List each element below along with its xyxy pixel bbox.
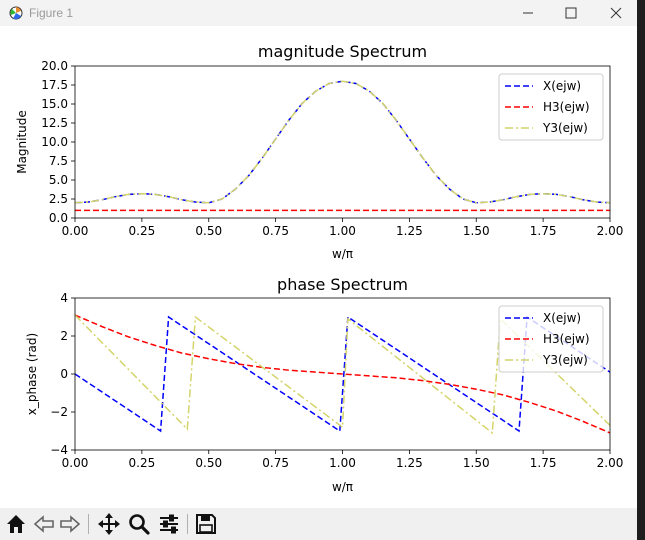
chart-1: magnitude Spectrum 0.00 0.25 0.50 0.75 1.00 1.… (15, 42, 623, 261)
navigation-toolbar (0, 508, 637, 540)
x-tick-label: 0.25 (129, 456, 156, 470)
series-line-3 (74, 80, 611, 204)
window-title: Figure 1 (29, 6, 74, 20)
back-button[interactable] (32, 512, 56, 536)
y-tick-label: 0.0 (49, 211, 68, 225)
x-tick-label: 0.00 (62, 456, 89, 470)
app-icon (9, 6, 23, 20)
pan-button[interactable] (97, 512, 121, 536)
y-tick-label: 20.0 (41, 59, 68, 73)
zoom-icon (129, 514, 150, 535)
forward-icon (60, 515, 81, 533)
chart-title: magnitude Spectrum (258, 42, 427, 61)
y-tick-label: 7.5 (49, 154, 68, 168)
series-line-2 (74, 314, 611, 434)
y-tick-label: 4 (60, 291, 68, 305)
x-tick-label: 0.50 (195, 224, 222, 238)
pan-icon (98, 513, 120, 535)
save-icon (196, 514, 216, 534)
y-tick-label: 10.0 (41, 135, 68, 149)
x-tick-label: 2.00 (597, 224, 624, 238)
y-tick-label: −2 (50, 405, 68, 419)
x-tick-label: 1.00 (329, 456, 356, 470)
x-tick-label: 1.50 (463, 224, 490, 238)
x-tick-label: 0.50 (195, 456, 222, 470)
y-tick-label: 2.5 (49, 192, 68, 206)
x-tick-label: 0.00 (62, 224, 89, 238)
legend-box (498, 73, 604, 141)
x-tick-label: 0.75 (262, 224, 289, 238)
series-line-1 (74, 80, 611, 204)
y-tick-label: 0 (60, 367, 68, 381)
y-tick-label: 12.5 (41, 116, 68, 130)
toolbar-separator (88, 514, 89, 534)
back-icon (33, 515, 54, 533)
y-tick-label: 5.0 (49, 173, 68, 187)
y-tick-label: 17.5 (41, 78, 68, 92)
legend-label: H3(ejw) (543, 332, 590, 346)
minimize-button[interactable] (505, 0, 551, 26)
configure-subplots-icon (160, 514, 178, 534)
configure-subplots-button[interactable] (157, 512, 181, 536)
x-axis-label: w/π (332, 480, 353, 494)
x-tick-label: 1.25 (396, 456, 423, 470)
x-axis-label: w/π (332, 247, 353, 261)
x-tick-label: 1.50 (463, 456, 490, 470)
x-tick-label: 1.00 (329, 224, 356, 238)
x-tick-label: 1.75 (530, 224, 557, 238)
legend-label: Y3(ejw) (542, 353, 588, 367)
save-button[interactable] (194, 512, 218, 536)
close-icon (610, 7, 622, 19)
y-axis-label: Magnitude (15, 110, 29, 174)
y-tick-label: −4 (50, 443, 68, 457)
legend: X(ejw) H3(ejw) Y3(ejw) (498, 305, 604, 373)
home-icon (7, 515, 25, 533)
title-bar: Figure 1 (0, 0, 637, 26)
toolbar-separator (187, 514, 188, 534)
zoom-button[interactable] (127, 512, 151, 536)
legend-label: X(ejw) (543, 311, 581, 325)
legend-box (498, 305, 604, 373)
chart-2: phase Spectrum 0.00 0.25 0.50 0.75 1.00 1.25 1.… (25, 275, 623, 494)
home-button[interactable] (4, 512, 28, 536)
background-window-edge (637, 0, 645, 540)
x-tick-label: 0.75 (262, 456, 289, 470)
chart-title: phase Spectrum (277, 275, 408, 294)
y-tick-label: 15.0 (41, 97, 68, 111)
y-axis-label: x_phase (rad) (25, 333, 39, 415)
maximize-icon (565, 7, 577, 19)
maximize-button[interactable] (548, 0, 594, 26)
y-tick-label: 2 (60, 329, 68, 343)
forward-button[interactable] (58, 512, 82, 536)
legend-label: H3(ejw) (543, 100, 590, 114)
legend-label: Y3(ejw) (542, 121, 588, 135)
figure-canvas[interactable]: magnitude Spectrum 0.00 0.25 0.50 0.75 1.00 1.… (0, 26, 637, 506)
legend-label: X(ejw) (543, 79, 581, 93)
legend: X(ejw) H3(ejw) Y3(ejw) (498, 73, 604, 141)
x-tick-label: 1.25 (396, 224, 423, 238)
x-tick-label: 1.75 (530, 456, 557, 470)
close-button[interactable] (592, 0, 638, 26)
x-tick-label: 2.00 (597, 456, 624, 470)
x-tick-label: 0.25 (129, 224, 156, 238)
